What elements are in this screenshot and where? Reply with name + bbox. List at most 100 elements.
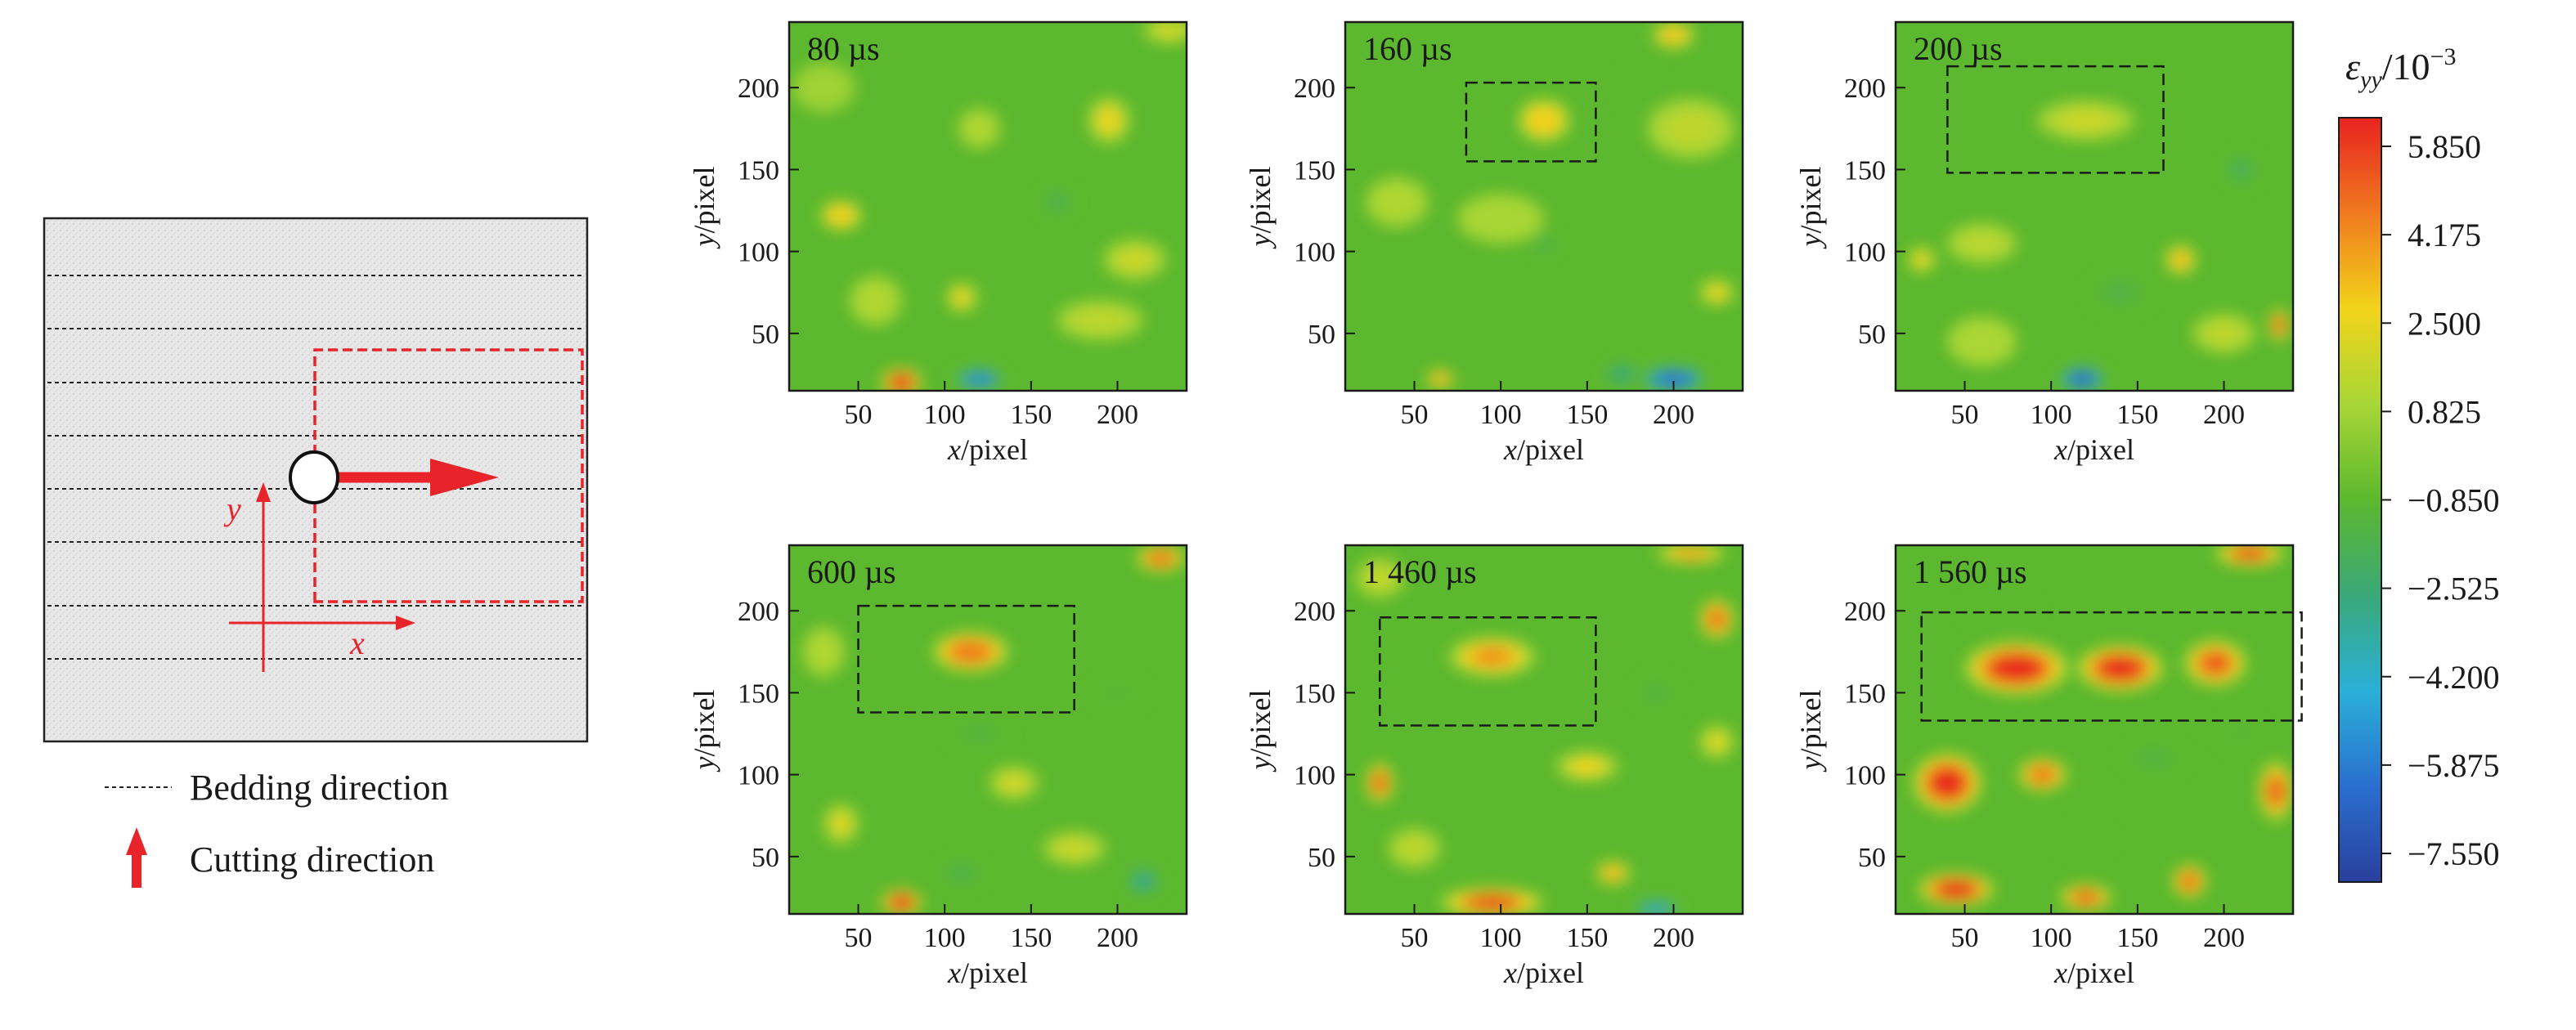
y-tick-label: 150 xyxy=(738,678,779,709)
strain-hotspot xyxy=(1074,308,1127,333)
x-axis-label: x/pixel xyxy=(947,433,1028,466)
strain-hotspot xyxy=(859,285,891,316)
colorbar-tick-label: 0.825 xyxy=(2408,393,2481,430)
strain-hotspot xyxy=(1374,774,1386,791)
strain-field xyxy=(1345,22,1743,391)
x-tick-label: 100 xyxy=(2031,923,2072,953)
strain-panel: 50 100 150 200 50 100 150 200 x/pixel y/pixel 200 … xyxy=(1794,20,2295,466)
x-tick-label: 200 xyxy=(2203,400,2245,430)
strain-hotspot xyxy=(1055,838,1093,859)
colorbar: εyy/10−3 5.850 4.175 2.500 0.825 −0.850 −2.52… xyxy=(2338,43,2500,883)
strain-hotspot xyxy=(2073,374,2092,384)
x-tick-label: 150 xyxy=(1566,923,1608,953)
cutting-legend-shaft xyxy=(132,853,141,888)
y-tick-label: 100 xyxy=(1294,238,1335,268)
x-tick-label: 50 xyxy=(845,400,873,430)
strain-hotspot xyxy=(1535,236,1553,251)
colorbar-tick-label: −4.200 xyxy=(2408,659,2500,696)
strain-hotspot xyxy=(810,636,837,667)
strain-hotspot xyxy=(1913,251,1931,268)
y-tick-label: 200 xyxy=(1844,74,1886,104)
y-tick-label: 50 xyxy=(1308,320,1335,350)
strain-hotspot xyxy=(1934,772,1961,795)
strain-hotspot xyxy=(1706,284,1728,301)
plot-frame xyxy=(1344,544,1744,916)
x-tick-label: 150 xyxy=(2116,400,2158,430)
x-tick-label: 150 xyxy=(2116,923,2158,953)
x-axis-label: x/pixel xyxy=(2053,956,2134,989)
bedding-lines xyxy=(47,275,584,660)
region-box xyxy=(1920,611,2303,722)
y-tick-label: 150 xyxy=(1844,155,1886,186)
schematic-x-label: x xyxy=(349,625,365,661)
strain-field xyxy=(1896,545,2293,914)
strain-hotspot xyxy=(949,865,975,881)
strain-hotspot xyxy=(1646,905,1667,913)
strain-panel: 50 100 150 200 50 100 150 200 x/pixel y/pixel 600 … xyxy=(688,544,1188,989)
x-tick-label: 50 xyxy=(1951,400,1979,430)
x-tick-label: 100 xyxy=(1480,923,1522,953)
strain-hotspot xyxy=(1618,68,1660,108)
strain-hotspot xyxy=(2274,318,2284,333)
plot-frame xyxy=(1894,20,2295,392)
time-label: 160 µs xyxy=(1363,30,1452,67)
strain-panel: 50 100 150 200 50 100 150 200 x/pixel y/pixel 80 µ… xyxy=(688,20,1188,466)
x-axis-label: x/pixel xyxy=(2053,433,2134,466)
strain-field xyxy=(789,22,1187,391)
y-axis-label: y/pixel xyxy=(1244,690,1277,772)
strain-hotspot xyxy=(2103,659,2137,677)
x-tick-label: 200 xyxy=(1653,923,1694,953)
x-axis-label: x/pixel xyxy=(1503,433,1584,466)
strain-hotspot xyxy=(2182,874,2197,889)
strain-hotspot xyxy=(1398,836,1430,861)
strain-hotspot xyxy=(792,63,855,113)
y-tick-label: 50 xyxy=(1858,320,1886,350)
strain-hotspot xyxy=(1604,867,1622,879)
y-tick-label: 50 xyxy=(752,320,779,350)
strain-hotspot xyxy=(1660,374,1687,384)
strain-hotspot xyxy=(1568,757,1607,776)
strain-hotspot xyxy=(1457,194,1545,244)
x-tick-label: 200 xyxy=(1097,400,1138,430)
y-axis-arrow xyxy=(256,482,271,502)
strain-hotspot xyxy=(952,288,972,307)
y-tick-label: 100 xyxy=(1844,761,1886,791)
plot-frame xyxy=(788,544,1188,916)
strain-hotspot xyxy=(2032,768,2053,781)
strain-hotspot xyxy=(2135,748,2174,768)
x-tick-label: 200 xyxy=(1653,400,1694,430)
strain-hotspot xyxy=(2235,548,2264,559)
strain-hotspot xyxy=(2228,723,2255,744)
x-tick-label: 100 xyxy=(2031,400,2072,430)
strain-hotspot xyxy=(2269,778,2283,804)
x-tick-label: 50 xyxy=(1401,400,1429,430)
strain-hotspot xyxy=(830,812,852,836)
y-tick-label: 150 xyxy=(1294,155,1335,186)
colorbar-title: εyy/10−3 xyxy=(2345,43,2456,93)
strain-hotspot xyxy=(1153,22,1186,38)
x-tick-label: 150 xyxy=(1010,400,1052,430)
strain-hotspot xyxy=(2075,892,2097,903)
time-label: 600 µs xyxy=(807,553,896,590)
strain-hotspot xyxy=(1709,611,1725,628)
plot-frame xyxy=(1894,544,2295,916)
strain-hotspot xyxy=(1151,553,1171,564)
strain-hotspot xyxy=(1046,193,1068,212)
specimen-schematic: y x xyxy=(43,217,589,743)
strain-hotspot xyxy=(1997,658,2036,678)
borehole xyxy=(289,450,339,504)
strain-field xyxy=(1896,22,2293,391)
y-axis-label: y/pixel xyxy=(1794,690,1827,772)
strain-hotspot xyxy=(999,772,1029,793)
strain-hotspot xyxy=(893,377,909,388)
strain-field xyxy=(789,545,1187,914)
y-axis-label: y/pixel xyxy=(1794,167,1827,249)
strain-hotspot xyxy=(1674,549,1708,558)
strain-hotspot xyxy=(1115,247,1154,272)
y-tick-label: 150 xyxy=(1294,678,1335,709)
strain-hotspot xyxy=(1643,683,1669,703)
strain-hotspot xyxy=(2205,321,2243,346)
strain-hotspot xyxy=(1664,110,1717,147)
strain-panels: 50 100 150 200 50 100 150 200 x/pixel y/pixel 80 µ… xyxy=(688,20,2303,989)
